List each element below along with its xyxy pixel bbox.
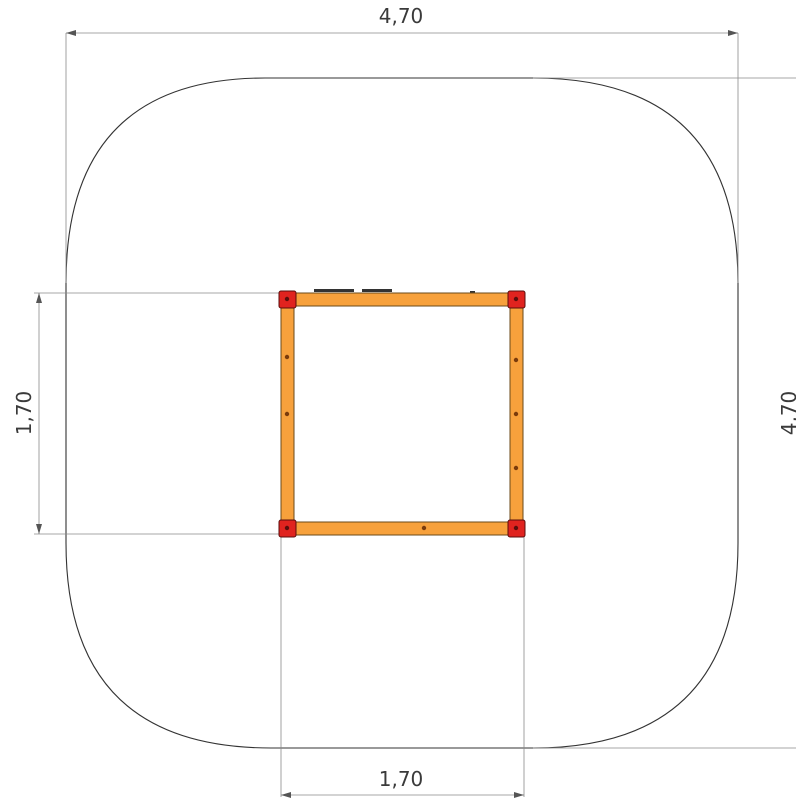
arrow-left-bottom xyxy=(36,524,42,534)
corner-bolt-top-right xyxy=(513,296,519,302)
bolt-right-3 xyxy=(513,465,519,471)
bolt-left-1 xyxy=(284,354,290,360)
bolt-right-1 xyxy=(513,357,519,363)
bolt-bottom-1 xyxy=(421,525,427,531)
equipment-frame xyxy=(278,289,526,538)
bolt-left-2 xyxy=(284,411,290,417)
corner-bolt-top-left xyxy=(284,296,290,302)
dimension-label-top: 4,70 xyxy=(379,4,424,28)
top-beam-detail-left xyxy=(314,289,354,292)
dimension-top-width: 4,70 xyxy=(65,4,739,283)
dimension-right-height: 4,70 xyxy=(533,77,796,749)
arrow-top-left xyxy=(66,30,76,36)
arrow-left-top xyxy=(36,293,42,303)
safety-zone-outline xyxy=(65,77,739,749)
dimension-left-height: 1,70 xyxy=(12,292,283,535)
top-beam-detail-small xyxy=(470,291,475,293)
corner-bolt-bottom-right xyxy=(513,525,519,531)
dimension-label-left: 1,70 xyxy=(12,391,36,436)
arrow-top-right xyxy=(728,30,738,36)
beam-top xyxy=(284,292,519,307)
dimension-bottom-width: 1,70 xyxy=(280,534,525,798)
beam-bottom xyxy=(284,521,519,536)
dimension-label-right: 4,70 xyxy=(777,391,796,436)
top-beam-detail-right xyxy=(362,289,392,292)
arrow-bottom-left xyxy=(281,792,291,798)
bolt-right-2 xyxy=(513,411,519,417)
corner-bolt-bottom-left xyxy=(284,525,290,531)
dimension-label-bottom: 1,70 xyxy=(379,767,424,791)
arrow-bottom-right xyxy=(514,792,524,798)
